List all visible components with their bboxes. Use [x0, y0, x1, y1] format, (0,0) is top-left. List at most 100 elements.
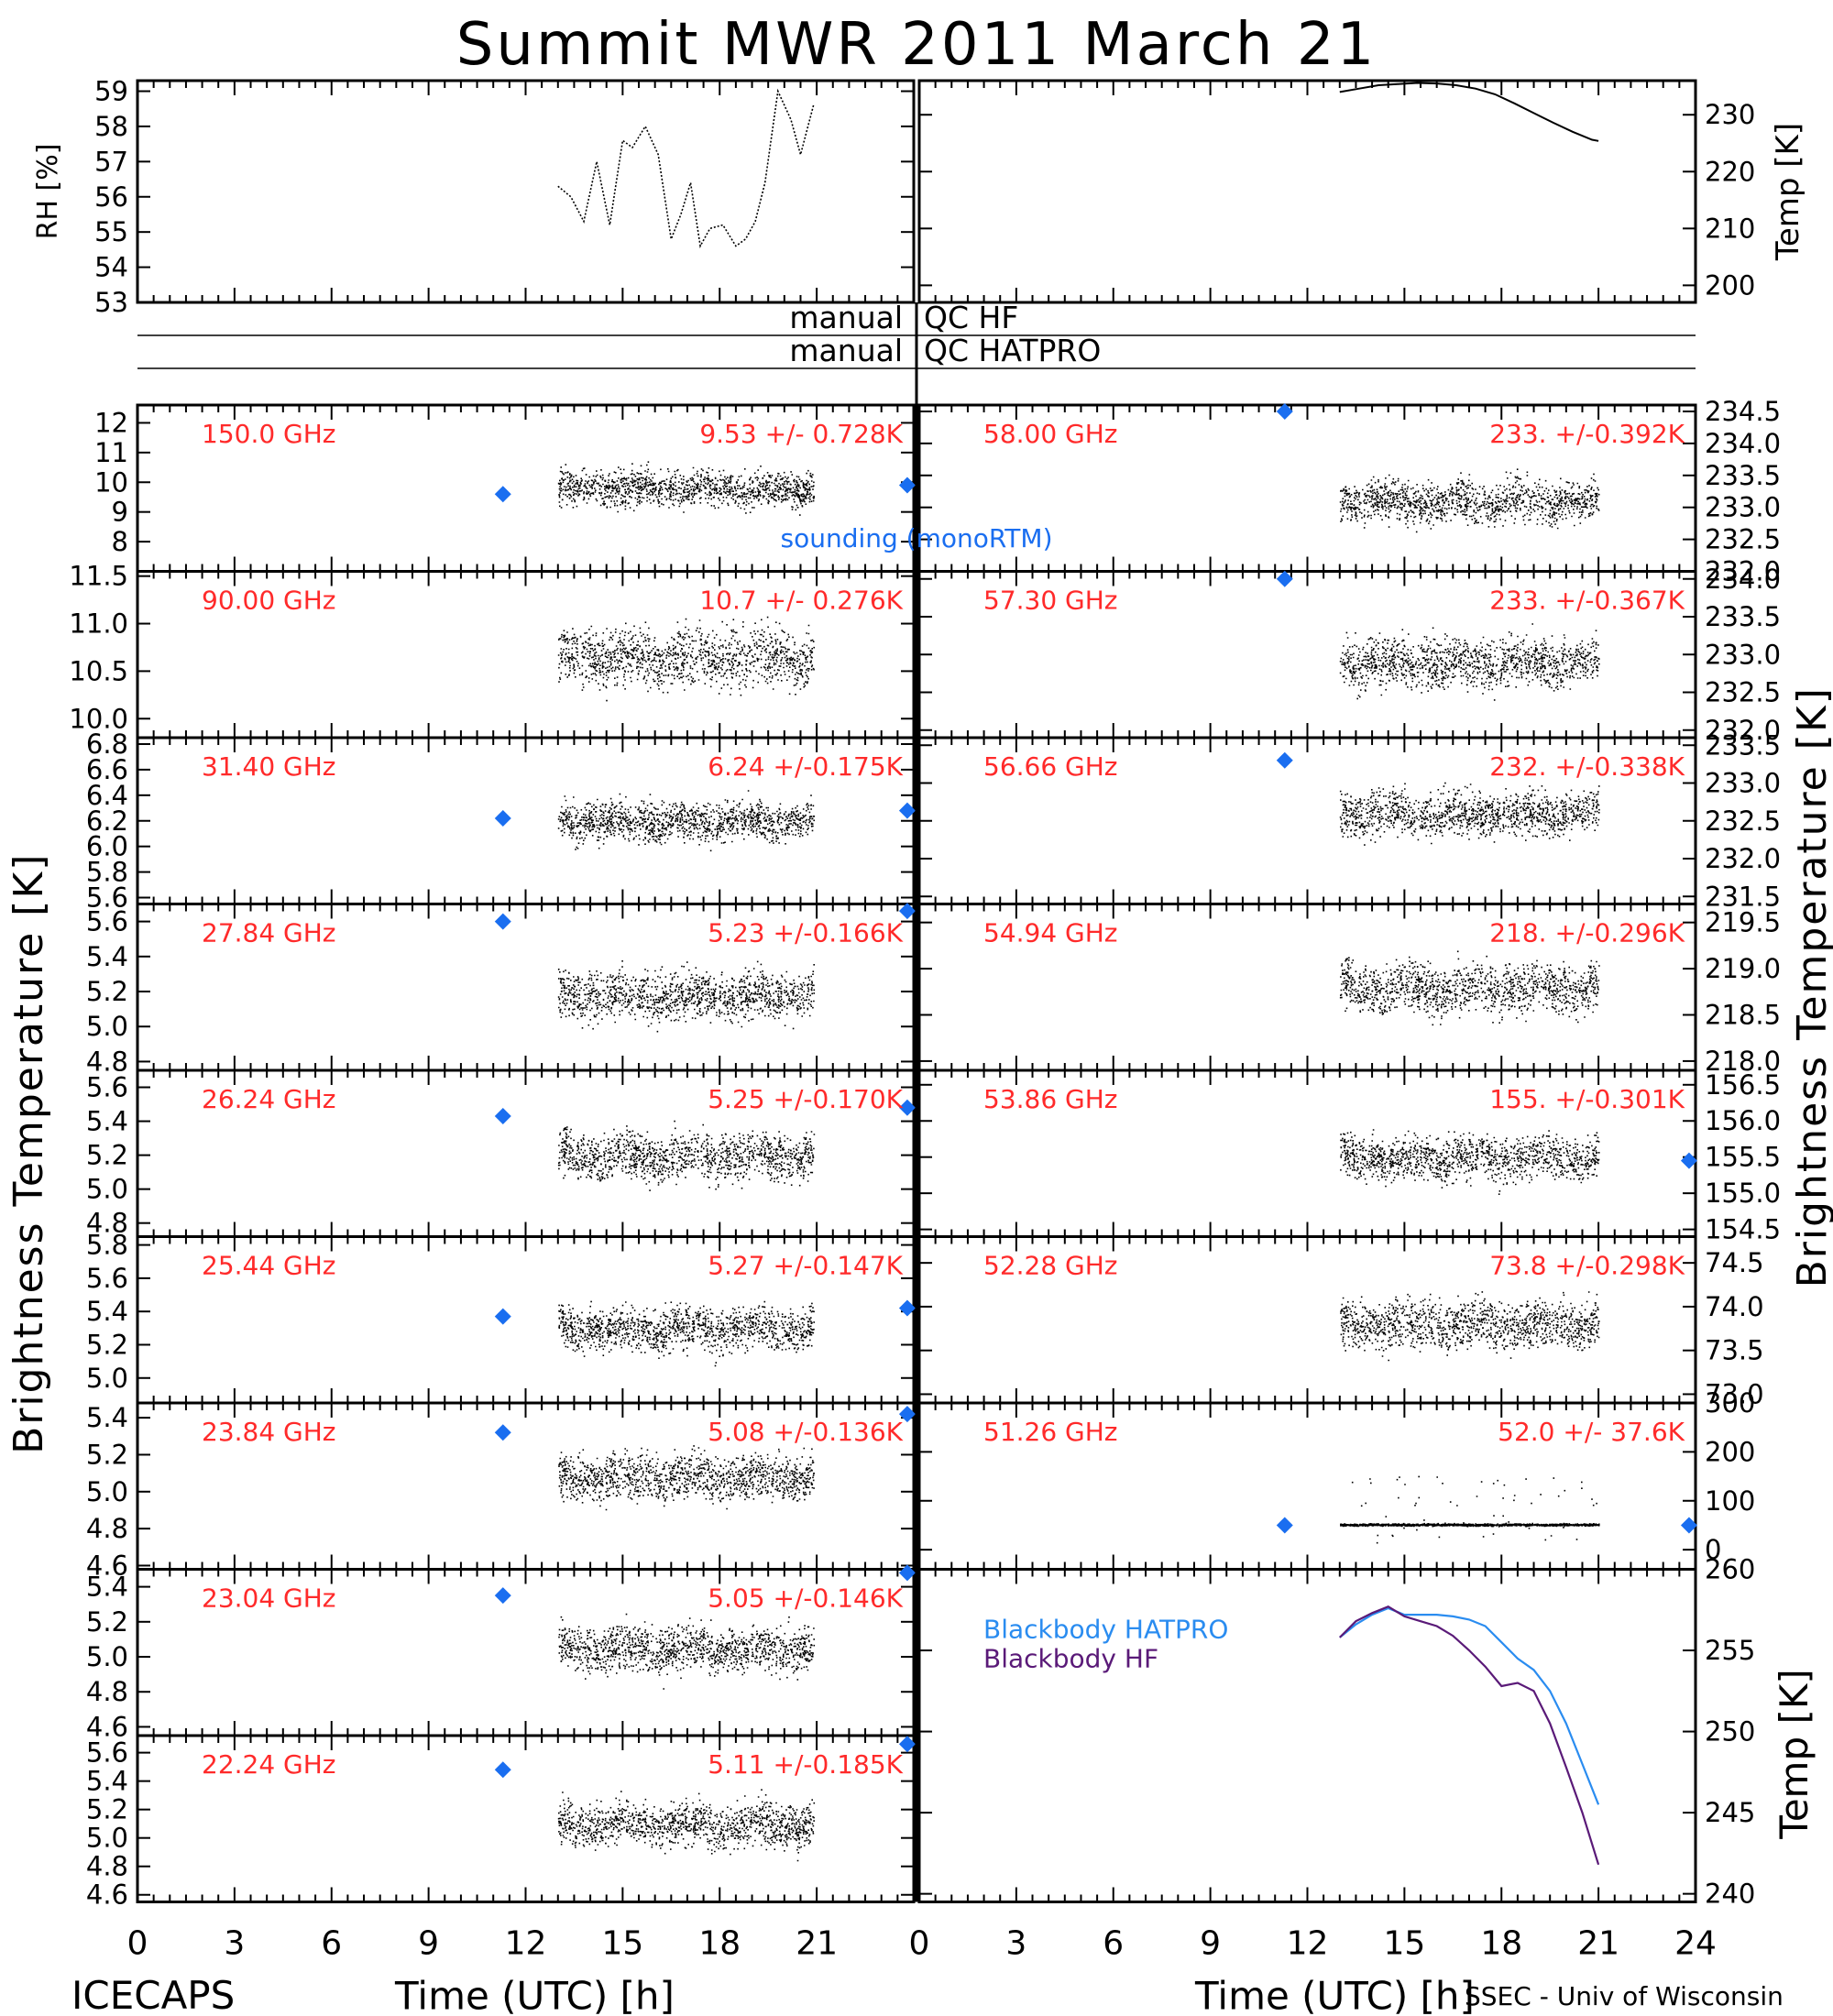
y-tick-label: 5.4 [86, 1106, 128, 1137]
y-tick-label: 11.5 [69, 561, 128, 592]
y-tick-label: 200 [1705, 1436, 1755, 1467]
channel-label: 27.84 GHz [202, 918, 336, 948]
series-ch-5666 [1339, 782, 1600, 846]
y-tick-label: 250 [1705, 1716, 1755, 1748]
y-tick-label: 4.6 [86, 1550, 128, 1581]
series-ch-5228 [1340, 1291, 1600, 1362]
channel-label: 23.84 GHz [202, 1417, 336, 1447]
y-tick-label: 200 [1705, 269, 1755, 301]
data-points [1340, 1129, 1600, 1195]
channel-stats: 10.7 +/- 0.276K [699, 586, 903, 616]
channel-stats: 52.0 +/- 37.6K [1498, 1417, 1685, 1447]
y-tick-label: 74.5 [1705, 1247, 1764, 1278]
data-points [1340, 1291, 1600, 1362]
series-ch-2784 [557, 960, 816, 1033]
channel-label: 53.86 GHz [983, 1084, 1118, 1114]
y-tick-label: 56 [94, 181, 128, 213]
y-tick-label: 0 [1705, 1534, 1721, 1565]
series-ch-2304 [558, 1613, 816, 1690]
y-tick-label: 54 [94, 252, 128, 283]
channel-label: 150.0 GHz [202, 419, 336, 449]
y-tick-label: 74.0 [1705, 1291, 1764, 1322]
y-tick-label: 12 [94, 407, 128, 438]
data-points [557, 1789, 816, 1862]
y-tick-label: 6.6 [86, 754, 128, 785]
y-tick-label: 156.5 [1705, 1069, 1781, 1101]
y-tick-label: 5.2 [86, 1794, 128, 1825]
sounding-marker [1276, 402, 1293, 420]
x-tick-label: 15 [1383, 1925, 1425, 1963]
sounding-marker [494, 809, 511, 827]
sounding-marker [1276, 751, 1293, 769]
y-tick-label: 6.4 [86, 780, 128, 811]
channel-stats: 6.24 +/-0.175K [708, 751, 903, 782]
y-tick-label: 5.0 [86, 1823, 128, 1854]
sounding-marker [494, 1761, 511, 1779]
y-tick-label: 73.0 [1705, 1378, 1764, 1409]
y-tick-label: 4.6 [86, 1879, 128, 1911]
data-points [1339, 950, 1600, 1026]
channel-label: 22.24 GHz [202, 1749, 336, 1780]
y-tick-label: 232.5 [1705, 524, 1781, 555]
x-tick-label: 9 [418, 1925, 439, 1963]
sounding-marker [898, 1299, 916, 1317]
y-tick-label: 5.2 [86, 1606, 128, 1638]
y-tick-label: 4.8 [86, 1851, 128, 1882]
ssec-label: SSEC - Univ of Wisconsin [1465, 1981, 1784, 2011]
y-tick-label: 5.4 [86, 1572, 128, 1603]
sounding-marker [898, 1406, 916, 1423]
channel-stats: 5.08 +/-0.136K [708, 1417, 903, 1447]
y-tick-label: 232.0 [1705, 556, 1781, 587]
y-tick-label: 155.5 [1705, 1142, 1781, 1173]
y-tick-label: 5.2 [86, 976, 128, 1007]
y-tick-label: 220 [1705, 156, 1755, 187]
y-tick-label: 233.5 [1705, 601, 1781, 632]
series-ch-2224 [557, 1789, 816, 1862]
sounding-marker [1680, 1152, 1697, 1169]
series-ch-5494 [1339, 950, 1600, 1026]
channel-label: 25.44 GHz [202, 1251, 336, 1281]
channel-label: 90.00 GHz [202, 586, 336, 616]
channel-label: 26.24 GHz [202, 1084, 336, 1114]
channel-stats: 5.05 +/-0.146K [708, 1583, 903, 1614]
sounding-marker [1680, 1517, 1697, 1534]
x-tick-label: 21 [796, 1925, 838, 1963]
channel-stats: 218. +/-0.296K [1489, 918, 1685, 948]
y-tick-label: 8 [112, 526, 128, 557]
y-tick-label: 5.0 [86, 1174, 128, 1205]
data-points [1339, 623, 1600, 701]
channel-stats: 5.25 +/-0.170K [708, 1084, 903, 1114]
panel-temp [917, 79, 1697, 304]
y-tick-label: 234.0 [1705, 564, 1781, 595]
y-tick-label: 218.0 [1705, 1046, 1781, 1077]
y-tick-label: 233.5 [1705, 729, 1781, 761]
legend-bb-hatpro: Blackbody HATPRO [983, 1615, 1228, 1645]
y-tick-label: 233.5 [1705, 460, 1781, 491]
sounding-marker [898, 802, 916, 819]
y-tick-label: 5.2 [86, 1329, 128, 1360]
sounding-marker [494, 1587, 511, 1605]
channel-stats: 9.53 +/- 0.728K [699, 419, 903, 449]
x-tick-label: 3 [1005, 1925, 1026, 1963]
channel-stats: 5.27 +/-0.147K [708, 1251, 903, 1281]
channel-stats: 5.23 +/-0.166K [708, 918, 903, 948]
y-tick-label: 240 [1705, 1879, 1755, 1910]
y-tick-label: 156.0 [1705, 1105, 1781, 1136]
series-ch-2544 [558, 1300, 815, 1367]
y-tick-label: 5.0 [86, 1363, 128, 1394]
y-tick-label: 10 [94, 466, 128, 498]
y-tick-label: 230 [1705, 99, 1755, 130]
data-points [557, 1120, 816, 1191]
x-tick-label: 12 [1287, 1925, 1329, 1963]
series-ch-5126 [1340, 1475, 1600, 1544]
x-axis-title: Time (UTC) [h] [1194, 1974, 1475, 2016]
y-tick-label: 232.5 [1705, 805, 1781, 837]
sounding-marker [494, 1424, 511, 1441]
data-points [557, 616, 815, 702]
channel-label: 54.94 GHz [983, 918, 1118, 948]
y-tick-label: 5.6 [86, 1072, 128, 1103]
data-points [557, 960, 816, 1033]
legend-bb-hf: Blackbody HF [983, 1644, 1158, 1674]
